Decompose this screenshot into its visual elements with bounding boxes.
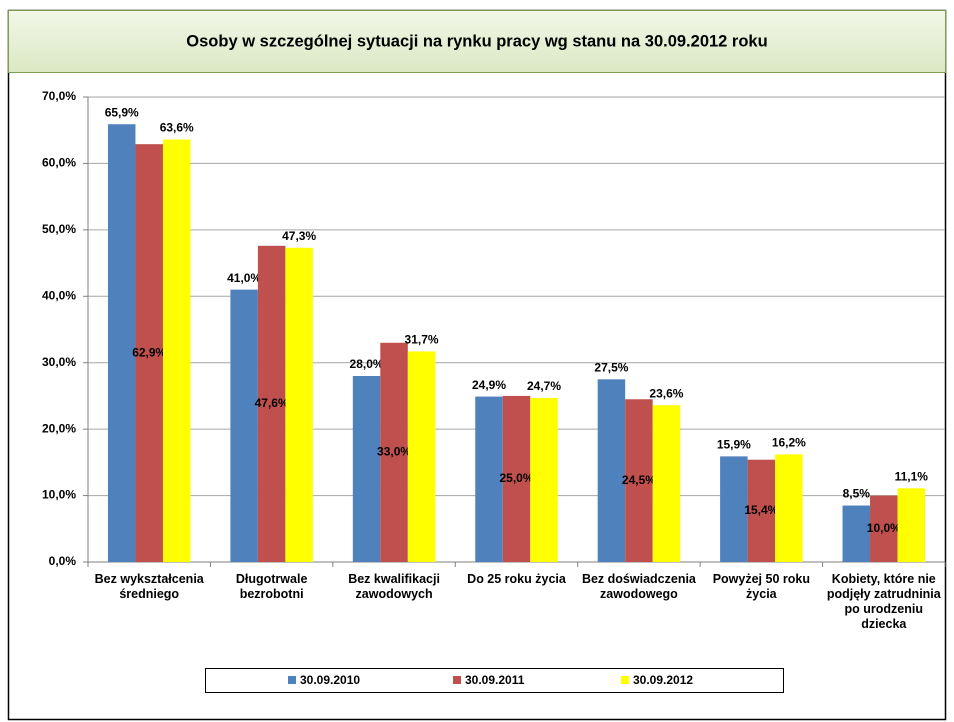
bar <box>775 454 803 562</box>
bar <box>107 124 136 562</box>
y-tick-label: 30,0% <box>42 355 76 369</box>
x-tick-label: Bez wykształcenia średniego <box>94 572 204 601</box>
data-label: 8,5% <box>843 487 871 501</box>
bar <box>380 342 408 562</box>
y-tick-label: 60,0% <box>42 156 76 170</box>
bar <box>530 397 558 562</box>
data-label: 63,6% <box>160 121 194 135</box>
x-tick-label: Bez doświadczenia zawodowego <box>581 572 696 601</box>
x-tick-label: Długotrwale bezrobotni <box>235 572 308 601</box>
bar <box>162 139 191 562</box>
legend-label: 30.09.2011 <box>465 673 525 687</box>
bar <box>502 395 531 562</box>
data-label: 15,4% <box>744 503 778 517</box>
bar <box>842 505 871 562</box>
data-label: 28,0% <box>350 357 384 371</box>
y-tick-label: 0,0% <box>49 554 77 568</box>
data-label: 47,3% <box>282 229 316 243</box>
chart-title: Osoby w szczególnej sytuacji na rynku pr… <box>186 32 767 50</box>
data-label: 62,9% <box>132 345 166 359</box>
data-label: 24,5% <box>622 473 656 487</box>
data-label: 23,6% <box>649 386 683 400</box>
bar <box>407 351 436 562</box>
legend-label: 30.09.2010 <box>300 673 360 687</box>
x-tick-label: Bez kwalifikacji zawodowych <box>348 572 440 601</box>
data-label: 11,1% <box>895 469 929 483</box>
x-tick-label: Kobiety, które nie podjęły zatrudninia p… <box>826 572 941 631</box>
bar <box>897 488 926 562</box>
title-box <box>8 10 946 73</box>
bar <box>747 459 776 562</box>
bar <box>285 247 313 563</box>
data-label: 41,0% <box>227 271 261 285</box>
data-label: 16,2% <box>772 436 806 450</box>
data-label: 25,0% <box>499 471 533 485</box>
data-label: 24,9% <box>472 378 506 392</box>
bar <box>475 396 503 562</box>
x-tick-label: Powyżej 50 roku życia <box>712 572 810 601</box>
data-label: 31,7% <box>405 333 439 347</box>
bar <box>870 495 898 562</box>
bar <box>257 245 286 563</box>
data-label: 27,5% <box>594 360 628 374</box>
y-tick-label: 20,0% <box>42 421 76 435</box>
bar <box>597 379 626 562</box>
bar <box>230 289 258 562</box>
data-label: 10,0% <box>867 521 901 535</box>
legend-label: 30.09.2012 <box>633 673 693 687</box>
bar <box>652 405 681 562</box>
y-tick-label: 50,0% <box>42 222 76 236</box>
bar <box>352 376 381 562</box>
data-label: 65,9% <box>105 105 139 119</box>
data-label: 15,9% <box>717 438 751 452</box>
y-tick-label: 70,0% <box>42 89 76 103</box>
bar <box>720 456 748 562</box>
bar <box>625 399 653 562</box>
bar <box>135 144 163 562</box>
y-tick-label: 10,0% <box>42 488 76 502</box>
legend-box <box>205 668 784 693</box>
legend-swatch <box>621 676 629 684</box>
legend-swatch <box>288 676 296 684</box>
data-label: 47,6% <box>255 396 289 410</box>
data-label: 24,7% <box>527 379 561 393</box>
x-tick-label: Do 25 roku życia <box>467 572 566 586</box>
data-label: 33,0% <box>377 445 411 459</box>
y-tick-label: 40,0% <box>42 288 76 302</box>
legend-swatch <box>453 676 461 684</box>
